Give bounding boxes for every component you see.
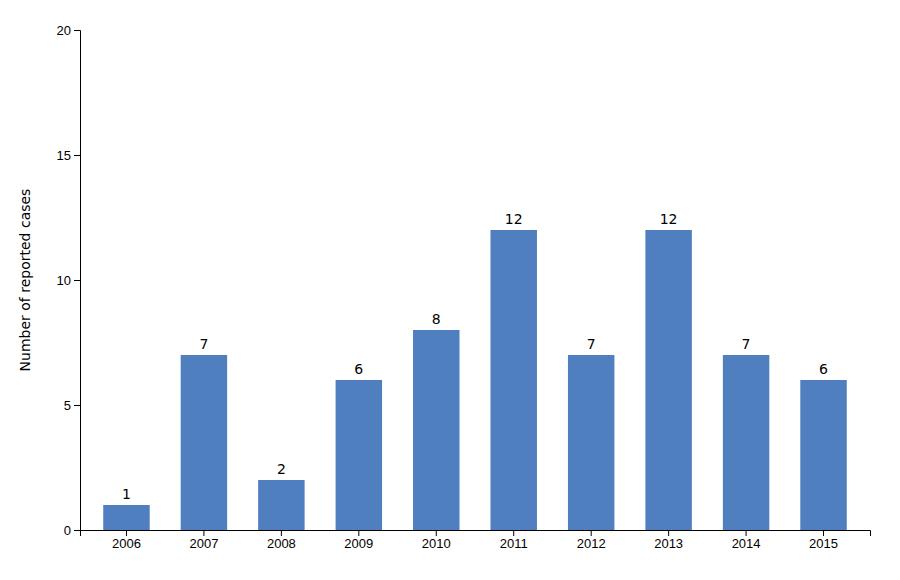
x-tick-label: 2009	[344, 536, 373, 551]
y-tick-mark	[74, 155, 80, 156]
y-tick-label: 15	[57, 148, 71, 163]
bar	[181, 355, 227, 530]
x-tick-mark	[591, 530, 592, 536]
y-tick: 10	[57, 273, 80, 288]
x-tick-label: 2015	[809, 536, 838, 551]
y-tick-mark	[74, 530, 80, 531]
bar	[568, 355, 614, 530]
bar	[800, 380, 846, 530]
x-tick-label: 2013	[654, 536, 683, 551]
x-tick-label: 2007	[189, 536, 218, 551]
data-label: 12	[505, 211, 523, 227]
x-tick: 2007	[189, 530, 218, 551]
x-tick-label: 2014	[732, 536, 761, 551]
x-tick: 2014	[732, 530, 761, 551]
y-tick-label: 0	[64, 523, 71, 538]
x-tick: 2013	[654, 530, 683, 551]
y-tick: 15	[57, 148, 80, 163]
chart-svg: 1 7 2 6 8 12 7 12 7 6 0 5 10 15 20 2006 2007 2008 2009 2010…	[0, 0, 900, 580]
plot-area: 1 7 2 6 8 12 7 12 7 6 0 5 10 15 20 2006 2007 2008 2009 2010…	[57, 23, 871, 552]
bar	[103, 505, 149, 530]
data-label: 6	[354, 361, 363, 377]
data-label: 7	[742, 336, 751, 352]
y-tick: 5	[64, 398, 80, 413]
x-tick: 2008	[267, 530, 296, 551]
x-tick-mark	[436, 530, 437, 536]
y-tick-label: 10	[57, 273, 71, 288]
x-tick: 2006	[112, 530, 141, 551]
x-tick-label: 2012	[577, 536, 606, 551]
x-tick-label: 2011	[500, 536, 528, 551]
data-label: 6	[819, 361, 828, 377]
data-label: 1	[122, 486, 131, 502]
bar	[723, 355, 769, 530]
bar	[645, 230, 691, 530]
x-tick: 2009	[344, 530, 373, 551]
data-label: 8	[432, 311, 441, 327]
y-tick-label: 20	[57, 23, 71, 38]
x-tick: 2012	[577, 530, 606, 551]
y-tick-mark	[74, 405, 80, 406]
bars	[103, 230, 847, 530]
data-label: 12	[660, 211, 678, 227]
x-tick-mark	[358, 530, 359, 536]
x-tick-mark	[126, 530, 127, 536]
x-tick: 2011	[500, 530, 528, 551]
x-tick-mark	[281, 530, 282, 536]
x-tick-mark	[513, 530, 514, 536]
x-tick-label: 2006	[112, 536, 141, 551]
data-labels: 1 7 2 6 8 12 7 12 7 6	[122, 211, 828, 502]
x-tick-label: 2008	[267, 536, 296, 551]
y-axis: 0 5 10 15 20	[57, 23, 81, 538]
bar	[258, 480, 304, 530]
x-tick-mark	[668, 530, 669, 536]
x-tick-label: 2010	[422, 536, 451, 551]
bar	[336, 380, 382, 530]
x-tick-mark	[823, 530, 824, 536]
y-tick-mark	[74, 280, 80, 281]
data-label: 2	[277, 461, 286, 477]
data-label: 7	[199, 336, 208, 352]
bar	[490, 230, 536, 530]
y-tick: 0	[64, 523, 80, 538]
x-tick-mark	[203, 530, 204, 536]
x-tick: 2015	[809, 530, 838, 551]
x-axis-line	[81, 531, 871, 537]
y-tick-mark	[74, 30, 80, 31]
x-tick: 2010	[422, 530, 451, 551]
bar	[413, 330, 459, 530]
x-tick-mark	[746, 530, 747, 536]
data-label: 7	[587, 336, 596, 352]
y-axis-line	[74, 31, 81, 531]
x-axis: 2006 2007 2008 2009 2010 2011 2012 2013 2014 2015	[81, 530, 871, 551]
y-tick-label: 5	[64, 398, 71, 413]
y-axis-title: Number of reported cases	[17, 189, 33, 372]
y-tick: 20	[57, 23, 80, 38]
